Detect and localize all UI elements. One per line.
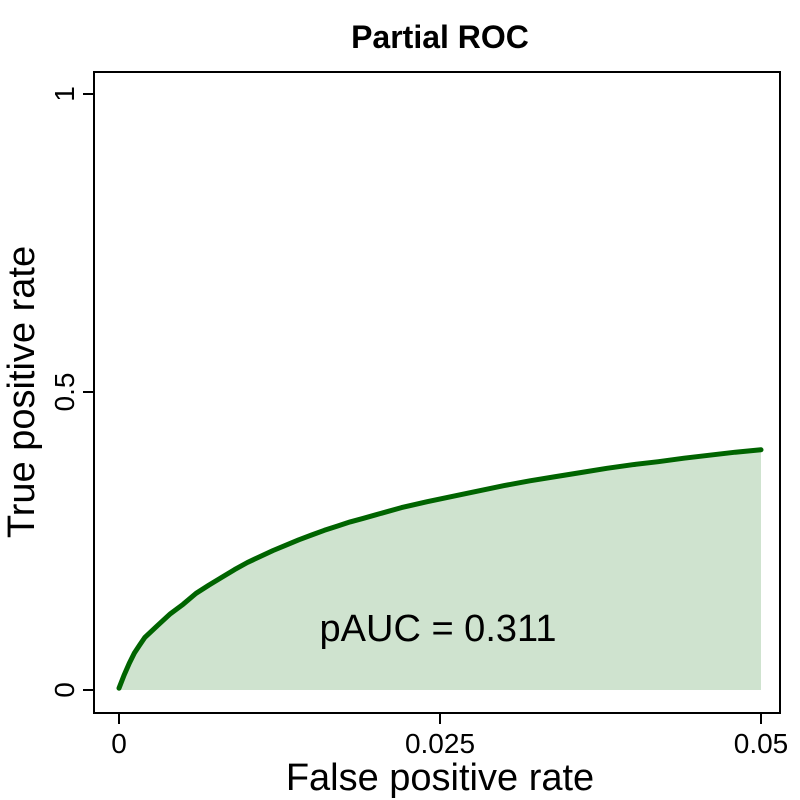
x-axis-label: False positive rate [286,757,594,799]
pauc-annotation: pAUC = 0.311 [320,608,557,650]
x-tick-label: 0.05 [734,728,789,759]
x-axis: 0 0.025 0.05 [111,713,788,759]
chart-title: Partial ROC [351,19,529,55]
y-tick-label: 0.5 [49,373,80,412]
plot-area [116,447,764,691]
x-tick-label: 0.025 [405,728,475,759]
y-axis: 00.51 [49,86,94,698]
pauc-area [119,449,761,690]
y-tick-label: 1 [49,86,80,102]
x-tick-label: 0 [111,728,127,759]
y-axis-label: True positive rate [1,246,43,538]
y-tick-label: 0 [49,682,80,698]
roc-curve [116,447,764,691]
